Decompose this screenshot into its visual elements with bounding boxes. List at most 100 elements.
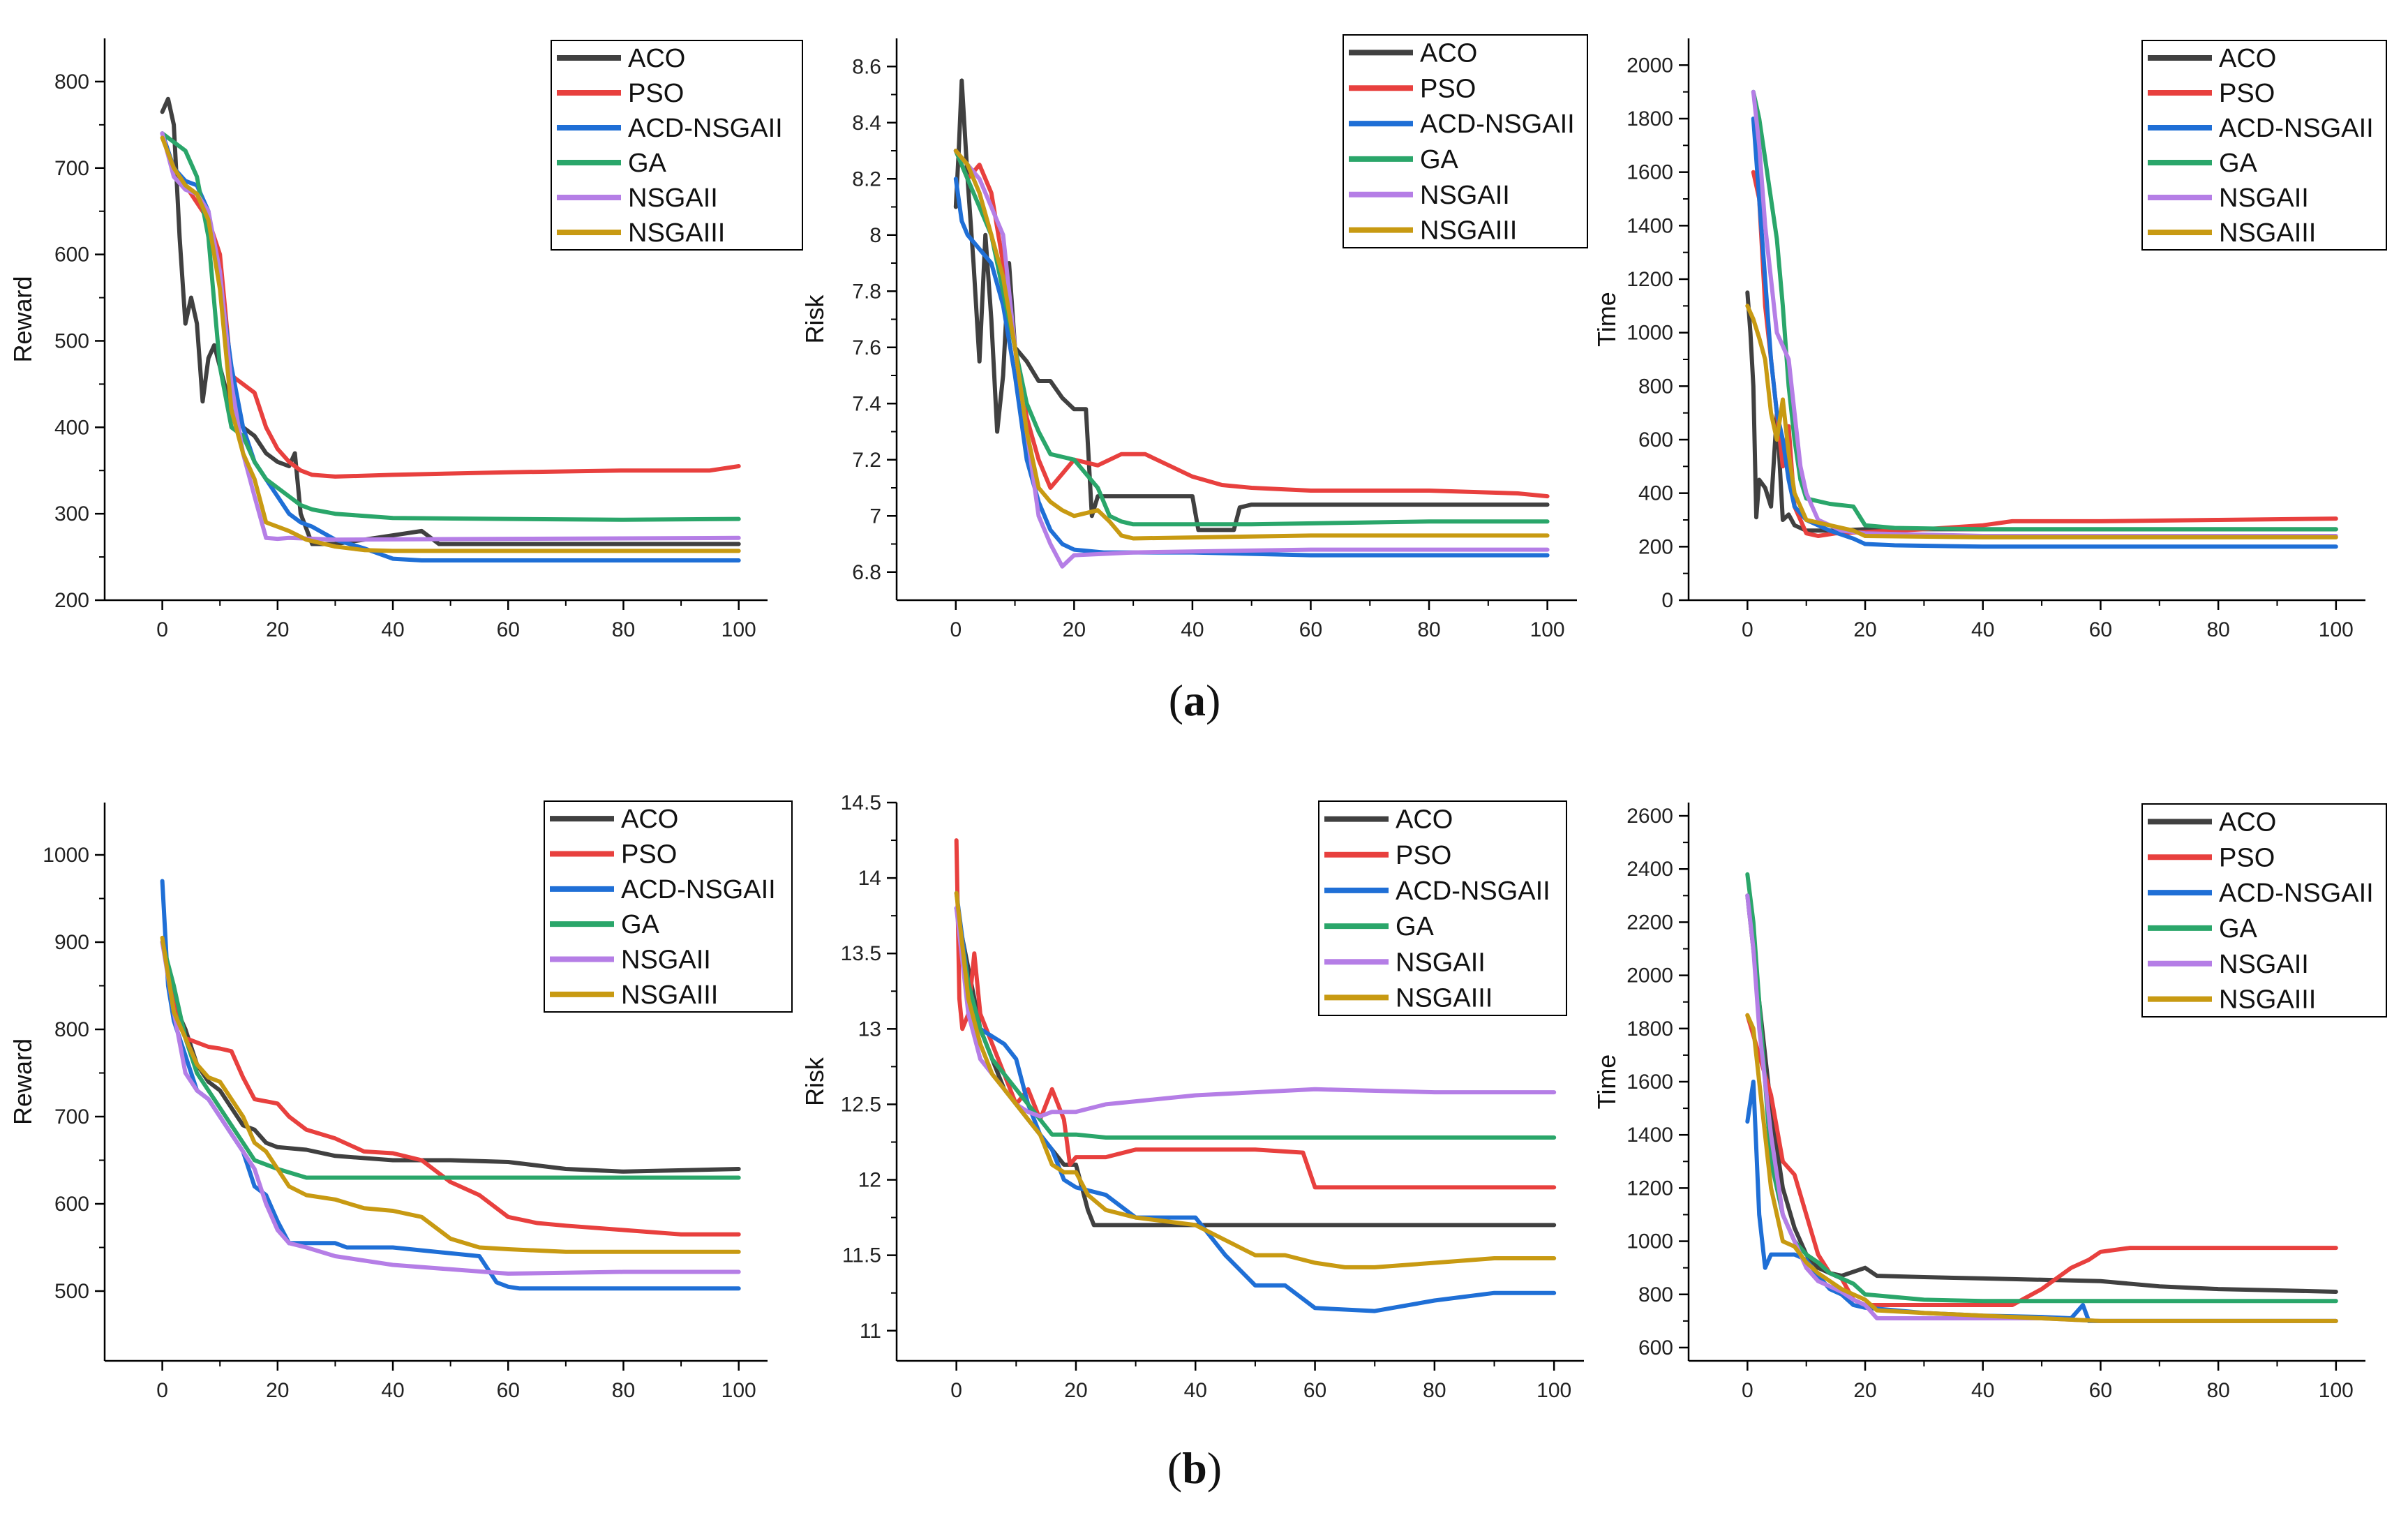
legend-label: NSGAII [2219, 950, 2309, 979]
legend-label: NSGAII [628, 184, 718, 213]
x-tick-label: 40 [1971, 618, 1994, 641]
x-tick-label: 100 [2319, 1379, 2354, 1402]
y-tick-label: 700 [54, 157, 89, 180]
legend-box [1343, 34, 1588, 248]
series-line-aco [1745, 290, 2338, 533]
x-tick-label: 80 [2206, 618, 2229, 641]
legend-label: PSO [628, 79, 684, 108]
x-tick-label: 60 [1303, 1379, 1326, 1402]
legend-label: ACD-NSGAII [2219, 879, 2374, 908]
x-tick-label: 0 [1742, 1379, 1753, 1402]
legend-label: NSGAII [2219, 184, 2309, 213]
chart-panels: 0 20 40 60 80 100200300400500600700800RewardA… [8, 34, 2387, 1402]
series-line-nsgaiii [953, 149, 1550, 541]
x-tick-label: 80 [1423, 1379, 1446, 1402]
series-line-aco [1745, 893, 2338, 1294]
x-tick-label: 100 [721, 618, 756, 641]
series-line-nsgaii [160, 940, 741, 1276]
series-line-ga [160, 131, 741, 522]
y-tick-label: 1000 [1626, 322, 1673, 345]
y-tick-label: 7.4 [852, 392, 881, 415]
y-tick-label: 2400 [1626, 858, 1673, 881]
y-tick-label: 300 [54, 502, 89, 526]
y-tick-label: 1800 [1626, 1018, 1673, 1041]
y-tick-label: 800 [1638, 375, 1673, 398]
y-tick-label: 600 [54, 1193, 89, 1216]
legend-label: ACO [2219, 44, 2276, 73]
legend-box [2141, 40, 2387, 251]
x-tick-label: 20 [1853, 1379, 1876, 1402]
legend-label: ACD-NSGAII [621, 875, 776, 904]
y-tick-label: 13.5 [841, 942, 881, 965]
legend: ACO PSO ACD-NSGAII GA NSGAII NSGAIII [2141, 40, 2387, 251]
legend-label: PSO [1420, 74, 1476, 103]
x-tick-label: 40 [381, 618, 404, 641]
y-tick-label: 12 [858, 1169, 881, 1192]
legend-label: NSGAIII [2219, 985, 2316, 1015]
y-tick-label: 2200 [1626, 911, 1673, 934]
y-tick-label: 200 [1638, 535, 1673, 558]
series-line-pso [160, 131, 741, 479]
y-tick-label: 900 [54, 931, 89, 954]
y-tick-label: 12.5 [841, 1093, 881, 1116]
y-tick-label: 1600 [1626, 1071, 1673, 1094]
y-tick-label: 800 [54, 70, 89, 94]
legend: ACO PSO ACD-NSGAII GA NSGAII NSGAIII [551, 40, 803, 251]
y-tick-label: 1800 [1626, 107, 1673, 131]
legend-label: ACO [2219, 807, 2276, 837]
x-tick-label: 0 [950, 1379, 962, 1402]
y-axis-label: Time [1592, 1054, 1621, 1110]
legend-label: NSGAIII [2219, 218, 2316, 248]
chart-panel-3: 0 20 40 60 80 1000200400600800100012001400160… [1592, 38, 2387, 641]
legend-label: NSGAII [1420, 181, 1510, 210]
y-tick-label: 1400 [1626, 1124, 1673, 1147]
legend-label: PSO [2219, 843, 2275, 872]
y-tick-label: 7.8 [852, 280, 881, 303]
x-tick-label: 60 [1299, 618, 1322, 641]
legend: ACO PSO ACD-NSGAII GA NSGAII NSGAIII [1343, 34, 1588, 248]
y-tick-label: 8.4 [852, 112, 881, 135]
legend-box [551, 40, 803, 251]
y-tick-label: 1400 [1626, 214, 1673, 237]
series-line-ga [1751, 89, 2338, 532]
chart-panel-5: 0 20 40 60 80 100 11 11.5 12 12.5 13 13.5 14 14.5 Risk… [800, 791, 1584, 1402]
y-tick-label: 7.6 [852, 336, 881, 359]
y-tick-label: 700 [54, 1105, 89, 1128]
y-axis-label: Time [1592, 292, 1621, 347]
y-tick-label: 500 [54, 329, 89, 352]
y-tick-label: 14 [858, 867, 881, 890]
x-tick-label: 40 [1184, 1379, 1207, 1402]
x-tick-label: 100 [1536, 1379, 1571, 1402]
y-tick-label: 0 [1661, 589, 1673, 612]
y-tick-label: 1200 [1626, 268, 1673, 291]
x-tick-label: 40 [1181, 618, 1204, 641]
chart-panel-1: 0 20 40 60 80 100 200 300 400 500 600 700 800 Reward A… [8, 38, 803, 641]
x-tick-label: 60 [497, 1379, 520, 1402]
legend-label: ACO [1396, 805, 1453, 835]
x-tick-label: 60 [497, 618, 520, 641]
legend-label: ACO [1420, 38, 1477, 68]
legend-label: ACD-NSGAII [1420, 110, 1575, 139]
y-tick-label: 2000 [1626, 54, 1673, 77]
y-axis-label: Reward [8, 276, 37, 362]
legend-label: GA [2219, 149, 2258, 178]
series-line-acd-nsgaii [954, 890, 1557, 1313]
x-tick-label: 80 [2206, 1379, 2229, 1402]
chart-panel-4: 0 20 40 60 80 100 500 600 700 800 900 1000 Reward ACO… [8, 800, 793, 1402]
series-line-aco [953, 78, 1550, 532]
x-tick-label: 40 [1971, 1379, 1994, 1402]
series-line-nsgaiii [1745, 304, 2338, 539]
legend-box [2141, 803, 2387, 1018]
legend-label: GA [628, 149, 667, 178]
legend-label: NSGAII [1396, 948, 1486, 977]
y-tick-label: 500 [54, 1280, 89, 1303]
chart-panel-2: 0 20 40 60 80 100 6.8 7 7.2 7.4 7.6 7.8 8 8.2 8.4 8.6 Ri… [800, 34, 1588, 641]
legend: ACO PSO ACD-NSGAII GA NSGAII NSGAIII [1318, 800, 1567, 1016]
y-tick-label: 800 [54, 1018, 89, 1041]
series-line-pso [953, 149, 1550, 499]
x-tick-label: 80 [612, 618, 635, 641]
legend-label: NSGAIII [1420, 216, 1517, 246]
x-tick-label: 20 [266, 618, 289, 641]
legend-label: GA [1396, 912, 1435, 941]
